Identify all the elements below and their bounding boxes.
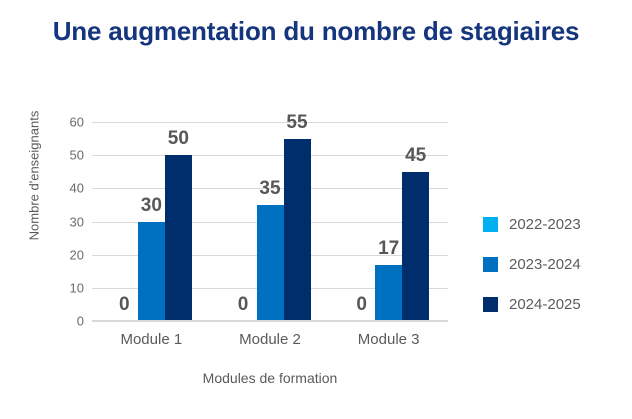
gridline: [92, 155, 448, 157]
bar[interactable]: [137, 221, 165, 321]
x-axis-line: [92, 320, 448, 321]
x-axis-title: Modules de formation: [202, 370, 338, 386]
gridline: [92, 122, 448, 123]
y-tick-label: 10: [69, 280, 84, 296]
gridline: [92, 188, 448, 190]
legend-label: 2024-2025: [509, 295, 581, 313]
bar-value-label: 0: [119, 294, 130, 315]
bar[interactable]: [375, 264, 403, 321]
bar[interactable]: [283, 138, 311, 321]
x-axis-category-labels: Module 1 Module 2 Module 3: [92, 331, 448, 357]
bar-value-label: 17: [378, 237, 400, 259]
x-category-label: Module 1: [120, 331, 183, 348]
x-category-label: Module 3: [357, 331, 420, 348]
y-axis-tick-labels: 60 50 40 30 20 10 0: [44, 115, 92, 329]
plot-area: 0 30 50 0 35 55 0 17 45: [92, 112, 448, 322]
bar[interactable]: [164, 155, 192, 321]
chart-legend: 2022-2023 2023-2024 2024-2025: [483, 204, 581, 324]
bar-value-label: 0: [356, 294, 367, 315]
bar-value-label: 0: [237, 294, 249, 315]
legend-label: 2023-2024: [509, 255, 581, 273]
legend-label: 2022-2023: [509, 215, 581, 233]
y-tick-label: 40: [69, 180, 84, 196]
legend-item[interactable]: 2024-2025: [483, 284, 581, 324]
y-tick-label: 50: [69, 147, 84, 163]
bar-value-label: 50: [167, 128, 189, 150]
legend-item[interactable]: 2022-2023: [483, 204, 581, 244]
bar-value-label: 35: [259, 177, 281, 199]
chart-title: Une augmentation du nombre de stagiaires: [52, 16, 580, 46]
bar-value-label: 55: [286, 111, 308, 133]
legend-swatch-icon: [483, 256, 498, 272]
y-tick-label: 60: [69, 114, 84, 130]
legend-item[interactable]: 2023-2024: [483, 244, 581, 284]
x-category-label: Module 2: [239, 331, 301, 348]
y-tick-label: 30: [69, 214, 84, 229]
legend-swatch-icon: [483, 296, 498, 312]
y-tick-label: 0: [76, 313, 84, 329]
y-axis-title: Nombre d'enseignants: [26, 110, 42, 241]
bar[interactable]: [402, 171, 430, 321]
bar-value-label: 45: [405, 144, 427, 166]
gridline: [92, 321, 448, 322]
y-tick-label: 20: [69, 247, 84, 263]
bar[interactable]: [256, 204, 284, 321]
legend-swatch-icon: [483, 216, 498, 232]
bar-value-label: 30: [140, 194, 162, 216]
